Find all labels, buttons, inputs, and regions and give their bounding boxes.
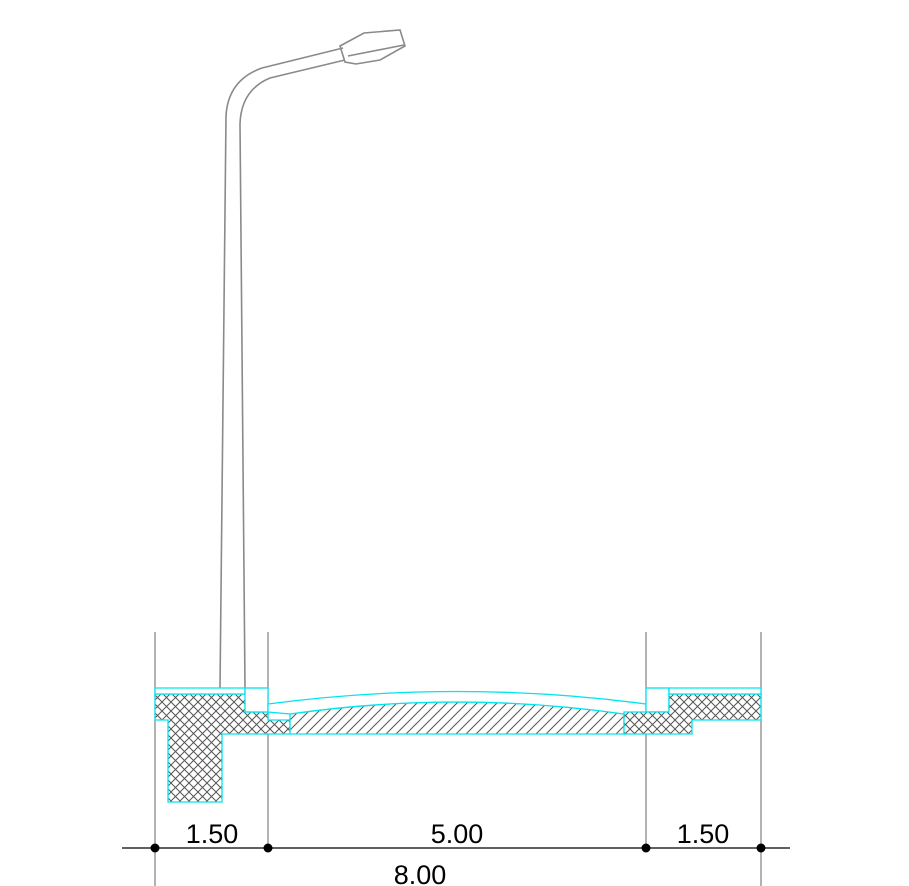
right-curb [645, 687, 670, 713]
dimension-dot [641, 843, 651, 853]
dimension-label-right-sidewalk: 1.50 [677, 819, 730, 849]
dimension-label-carriageway: 5.00 [431, 819, 484, 849]
right-sidewalk-paving [668, 687, 762, 695]
dimension-label-total: 8.00 [394, 860, 447, 886]
dimension-line [122, 843, 790, 853]
lamp-pole-outer [219, 47, 344, 689]
right-sidewalk-foundation [623, 693, 762, 735]
dimension-dot [756, 843, 766, 853]
left-sidewalk-paving [154, 687, 246, 695]
dimension-dot [263, 843, 273, 853]
dimension-label-left-sidewalk: 1.50 [186, 819, 239, 849]
lamp-head [339, 29, 406, 65]
street-lamp-icon [219, 29, 406, 689]
dimension-dot [150, 843, 160, 853]
left-curb [244, 687, 269, 713]
lamp-pole-inner [239, 59, 346, 689]
lamp-head-divider [347, 44, 405, 57]
